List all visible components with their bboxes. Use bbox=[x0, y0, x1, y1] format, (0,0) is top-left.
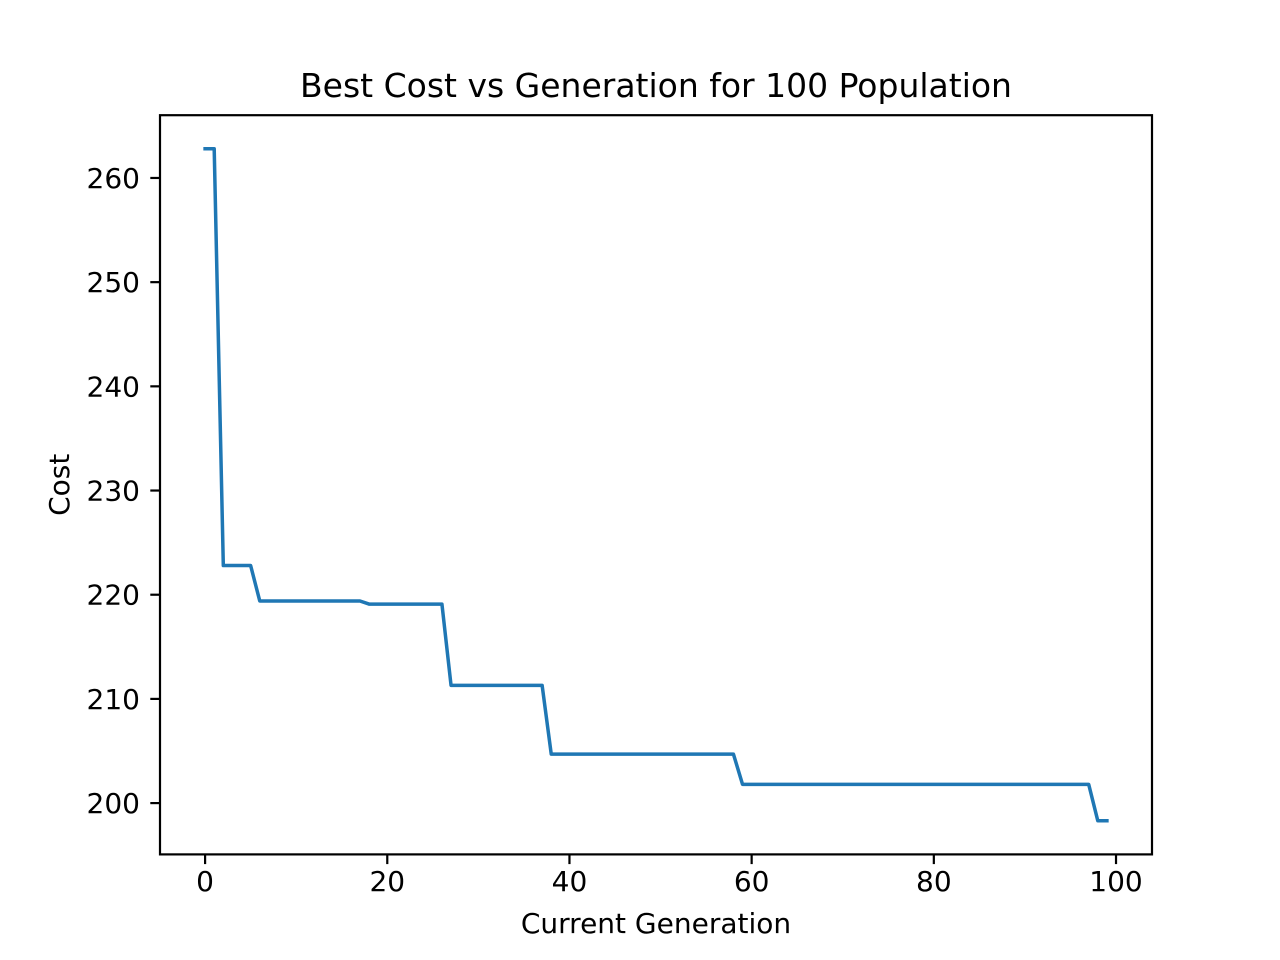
x-tick-label: 80 bbox=[916, 865, 952, 898]
y-tick-label: 200 bbox=[87, 787, 140, 820]
plot-area: 0 20 40 60 80 100 200 210 220 230 240 250 260 bbox=[87, 114, 1154, 898]
y-tick-label: 220 bbox=[87, 579, 140, 612]
x-tick-label: 20 bbox=[369, 865, 405, 898]
x-tick-label: 0 bbox=[196, 865, 214, 898]
best-cost-line bbox=[203, 147, 1109, 823]
chart-title: Best Cost vs Generation for 100 Populati… bbox=[300, 66, 1012, 105]
y-axis-label: Cost bbox=[43, 454, 76, 516]
y-tick-label: 250 bbox=[87, 266, 140, 299]
x-tick-label: 40 bbox=[552, 865, 588, 898]
y-tick-label: 260 bbox=[87, 162, 140, 195]
y-tick-label: 210 bbox=[87, 683, 140, 716]
x-axis-label: Current Generation bbox=[521, 907, 791, 940]
x-tick-label: 60 bbox=[734, 865, 770, 898]
y-tick-label: 240 bbox=[87, 370, 140, 403]
axes-spines bbox=[158, 114, 1154, 856]
y-tick-label: 230 bbox=[87, 475, 140, 508]
x-tick-label: 100 bbox=[1089, 865, 1142, 898]
